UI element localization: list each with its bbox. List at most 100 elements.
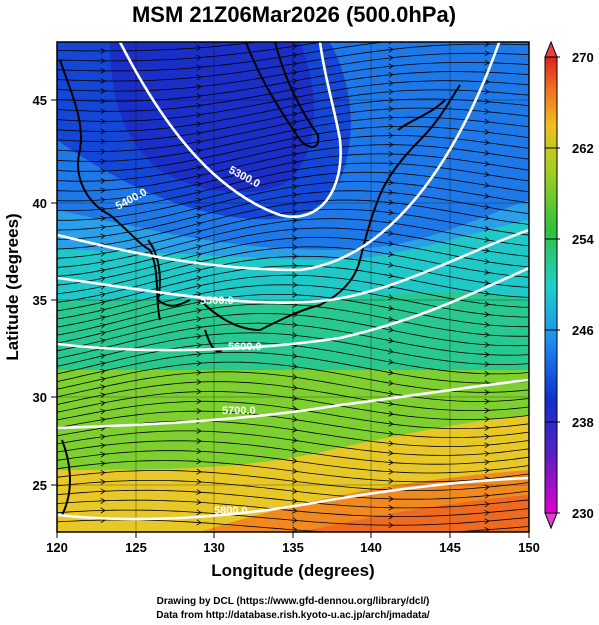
streamline: [57, 181, 529, 231]
colorbar-tick-label: 270: [572, 50, 594, 65]
streamline-arrowhead: [484, 361, 490, 368]
streamline-arrowhead: [100, 400, 106, 407]
streamline-arrowhead: [196, 448, 202, 455]
x-axis: 120 125 130 135 140 145 150 Longitude (d…: [46, 532, 540, 580]
streamline-arrowhead: [388, 294, 394, 300]
streamline-arrowhead: [484, 269, 490, 275]
streamline-arrowhead: [292, 103, 298, 109]
streamline-arrowhead: [484, 247, 490, 254]
streamline-arrowhead: [388, 305, 394, 311]
streamline-arrowhead: [292, 192, 298, 198]
streamline-arrowhead: [292, 517, 298, 524]
streamline-arrowhead: [484, 59, 490, 66]
streamline-arrowhead: [292, 457, 298, 464]
streamline-arrowhead: [484, 398, 490, 405]
streamline-arrowhead: [484, 442, 490, 449]
streamline-arrowhead: [292, 478, 298, 484]
streamline: [57, 89, 529, 132]
streamline-arrowhead: [100, 460, 106, 467]
streamline-arrowhead: [196, 102, 202, 109]
streamline-arrowhead: [196, 324, 202, 331]
x-tick-label: 145: [439, 540, 461, 555]
streamline-arrowhead: [388, 71, 394, 78]
streamline-arrowhead: [292, 209, 298, 215]
streamline-arrowhead: [388, 63, 394, 70]
y-tick-label: 25: [33, 478, 47, 493]
y-axis: 25 30 35 40 45 Latitude (degrees): [3, 93, 57, 493]
streamline-arrowhead: [484, 450, 490, 457]
streamline-arrowhead: [292, 272, 298, 279]
streamline: [57, 208, 529, 259]
streamline-arrowhead: [100, 267, 106, 274]
streamline-arrowhead: [100, 408, 106, 415]
coastlines: [59, 42, 461, 516]
streamline-arrowhead: [196, 54, 202, 61]
streamline-arrowhead: [292, 143, 298, 150]
streamline-arrowhead: [292, 244, 298, 251]
streamline-arrowhead: [196, 252, 202, 258]
streamline-arrowhead: [100, 88, 106, 94]
streamline-arrowhead: [292, 321, 298, 328]
streamline-arrowhead: [292, 253, 298, 260]
x-tick-label: 130: [203, 540, 225, 555]
streamline-arrowhead: [100, 138, 106, 145]
streamline-arrowhead: [484, 389, 490, 396]
streamline-arrowhead: [388, 369, 394, 376]
streamline-arrowhead: [196, 173, 202, 180]
x-axis-label: Longitude (degrees): [211, 561, 374, 580]
streamline-arrowhead: [388, 106, 394, 112]
streamline-arrowhead: [196, 165, 202, 171]
streamline-arrowhead: [196, 499, 202, 506]
streamline-arrowhead: [196, 205, 202, 212]
streamline-arrowhead: [484, 321, 490, 328]
streamline-arrowhead: [388, 420, 394, 427]
streamline-arrowhead: [292, 416, 298, 423]
streamline-arrowhead: [100, 322, 106, 329]
streamline-arrowhead: [292, 159, 298, 166]
streamline-arrowhead: [484, 160, 490, 167]
streamline-arrowhead: [484, 214, 490, 221]
streamline-arrowhead: [388, 504, 394, 511]
streamline: [57, 61, 529, 102]
streamline-arrowhead: [100, 98, 106, 105]
streamline-arrowhead: [100, 187, 106, 194]
streamline-arrowhead: [388, 430, 394, 437]
streamline-arrowhead: [484, 331, 490, 338]
streamline: [57, 42, 326, 62]
colorbar-tick-label: 262: [572, 141, 594, 156]
streamline: [57, 294, 529, 336]
streamline-arrowhead: [196, 428, 202, 434]
streamline-arrowhead: [292, 167, 298, 174]
streamline-arrowhead: [100, 67, 106, 74]
streamline-arrowhead: [196, 45, 202, 51]
streamline-arrowhead: [292, 488, 298, 494]
streamline-arrowhead: [100, 376, 106, 383]
streamline-arrowhead: [292, 35, 297, 40]
streamline-arrowhead: [100, 178, 106, 184]
streamline-arrowhead: [485, 14, 489, 19]
streamline-arrowhead: [388, 522, 394, 529]
streamline-arrowhead: [100, 291, 106, 298]
streamline-arrowhead: [484, 492, 490, 499]
streamline-arrowhead: [100, 57, 106, 64]
streamline-arrowhead: [100, 451, 106, 458]
streamline-arrowhead: [388, 272, 394, 279]
streamline-arrowhead: [484, 433, 490, 440]
streamline: [57, 322, 529, 359]
streamline: [57, 400, 529, 429]
streamline-arrowhead: [292, 200, 298, 207]
streamline-arrowhead: [484, 301, 490, 307]
streamline: [57, 509, 529, 526]
streamline-arrowhead: [388, 42, 393, 45]
streamline-arrowhead: [196, 360, 202, 367]
streamline: [57, 218, 529, 268]
streamline: [57, 284, 529, 328]
streamline-arrowhead: [388, 450, 394, 456]
streamline-arrowhead: [388, 513, 394, 520]
streamline: [57, 371, 529, 402]
streamline: [57, 80, 529, 122]
y-tick-label: 30: [33, 390, 47, 405]
streamline: [57, 460, 529, 483]
streamline-arrowhead: [484, 118, 490, 125]
